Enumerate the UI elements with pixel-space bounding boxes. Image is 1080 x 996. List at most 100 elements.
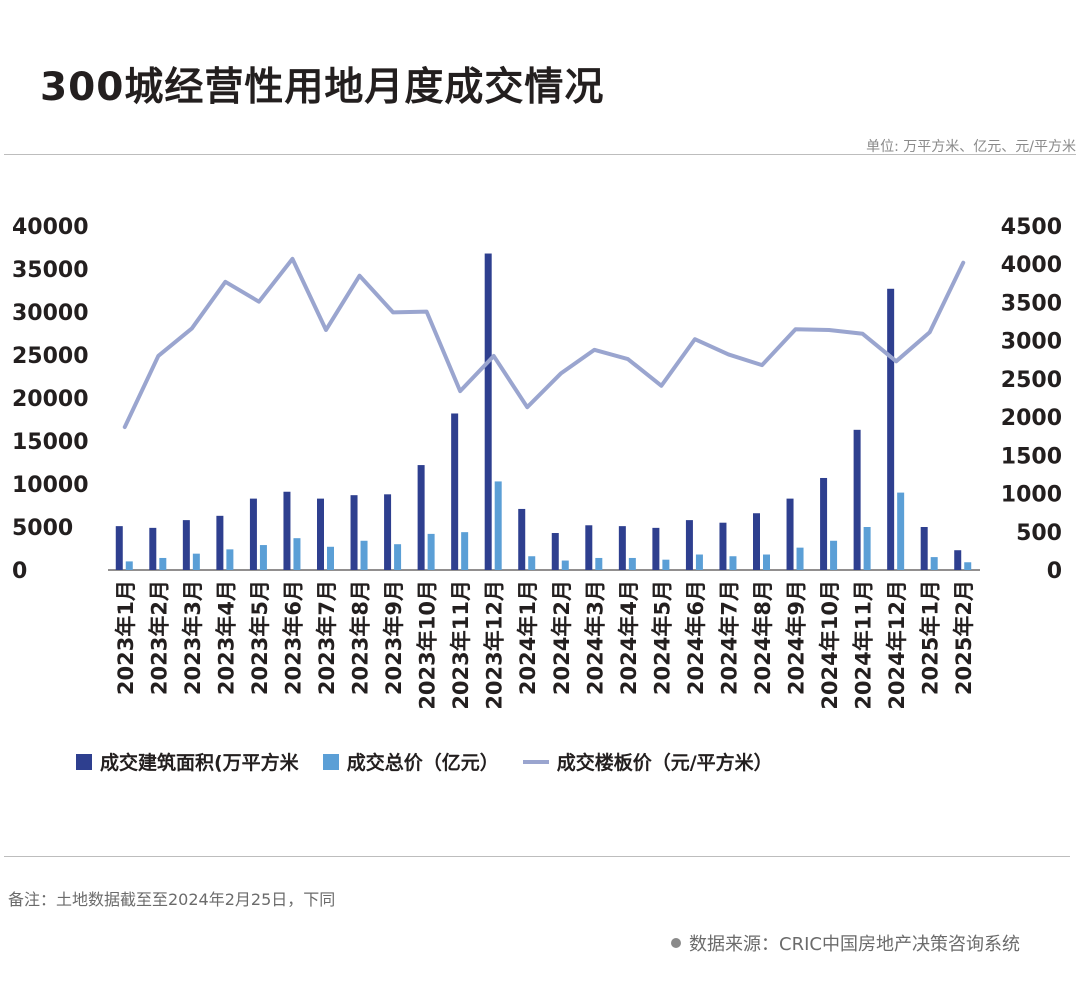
y-left-tick-label: 10000 xyxy=(12,473,89,498)
y-left-tick-label: 15000 xyxy=(12,430,89,455)
line-price-point xyxy=(258,301,260,303)
line-price-point xyxy=(191,327,193,329)
bar-area xyxy=(652,527,660,570)
bar-total xyxy=(192,553,200,570)
bar-total xyxy=(796,547,804,570)
line-price-point xyxy=(459,390,461,392)
bar-total xyxy=(662,559,670,570)
bar-area xyxy=(484,253,492,570)
x-tick-label: 2024年4月 xyxy=(617,580,641,695)
y-right-tick-label: 500 xyxy=(1016,521,1062,546)
chart-title: 300城经营性用地月度成交情况 xyxy=(40,65,605,110)
bar-total xyxy=(394,544,402,570)
bar-area xyxy=(618,526,626,570)
bar-total xyxy=(293,538,301,570)
bar-total xyxy=(763,554,770,570)
y-right-tick-label: 4500 xyxy=(1001,215,1062,240)
data-source-text: 数据来源：CRIC中国房地产决策咨询系统 xyxy=(689,934,1020,955)
bar-area xyxy=(417,465,425,570)
bar-total xyxy=(897,492,905,570)
x-tick-label: 2023年7月 xyxy=(315,580,339,695)
bar-total xyxy=(695,554,703,570)
bar-total xyxy=(628,557,636,570)
x-tick-label: 2025年1月 xyxy=(919,580,943,695)
y-right-tick-label: 1000 xyxy=(1001,483,1062,508)
bar-area xyxy=(954,550,962,570)
line-price xyxy=(122,256,966,430)
line-price-point xyxy=(359,275,361,277)
legend-item-area: 成交建筑面积(万平方米 xyxy=(76,748,299,775)
line-price-point xyxy=(426,311,428,313)
bar-area xyxy=(249,498,257,570)
bar-area xyxy=(786,498,794,570)
bar-total xyxy=(259,545,267,570)
line-price-point xyxy=(560,373,562,375)
x-tick-label: 2024年7月 xyxy=(717,580,741,695)
bar-area xyxy=(719,522,727,570)
y-right-tick-label: 3500 xyxy=(1001,291,1062,316)
bar-total xyxy=(327,546,334,570)
chart-legend: 成交建筑面积(万平方米 成交总价（亿元） 成交楼板价（元/平方米） xyxy=(76,748,797,775)
y-left-tick-label: 30000 xyxy=(12,301,89,326)
bar-total xyxy=(729,556,737,570)
footnote: 备注：土地数据截至至2024年2月25日，下同 xyxy=(8,890,336,909)
bar-total xyxy=(461,532,469,570)
y-right-tick-label: 2000 xyxy=(1001,406,1062,431)
bar-area xyxy=(551,533,559,570)
line-price-point xyxy=(962,262,964,264)
bar-area xyxy=(451,413,459,570)
bar-total xyxy=(226,549,234,570)
x-tick-label: 2024年6月 xyxy=(684,580,708,695)
bar-area xyxy=(820,477,828,570)
line-price-point xyxy=(224,281,226,283)
line-price-point xyxy=(526,406,528,408)
line-price-point xyxy=(325,329,327,331)
x-tick-label: 2024年12月 xyxy=(885,580,909,710)
y-left-tick-label: 25000 xyxy=(12,344,89,369)
line-price-point xyxy=(694,338,696,340)
line-price-point xyxy=(593,349,595,351)
x-tick-label: 2024年2月 xyxy=(550,580,574,695)
line-price-point xyxy=(493,355,495,357)
y-left-tick-label: 5000 xyxy=(12,516,73,541)
bar-total xyxy=(427,533,435,570)
x-tick-label: 2023年8月 xyxy=(349,580,373,695)
x-tick-label: 2023年1月 xyxy=(114,580,138,695)
y-left-tick-label: 35000 xyxy=(12,258,89,283)
unit-note: 单位: 万平方米、亿元、元/平方米 xyxy=(866,139,1076,155)
data-source: 数据来源：CRIC中国房地产决策咨询系统 xyxy=(671,930,1020,956)
line-price-point xyxy=(660,385,662,387)
line-price-point xyxy=(727,353,729,355)
bar-area xyxy=(685,520,693,570)
x-tick-label: 2024年5月 xyxy=(650,580,674,695)
legend-label-price: 成交楼板价（元/平方米） xyxy=(556,752,773,774)
bar-total xyxy=(561,560,569,570)
legend-item-total: 成交总价（亿元） xyxy=(322,748,499,775)
y-right-tick-label: 0 xyxy=(1047,559,1062,584)
y-left-tick-label: 40000 xyxy=(12,215,89,240)
y-left-tick-label: 0 xyxy=(12,559,27,584)
x-tick-label: 2024年1月 xyxy=(516,580,540,695)
top-divider xyxy=(4,154,1076,155)
line-price-point xyxy=(157,355,159,357)
bar-area xyxy=(182,520,190,570)
x-tick-label: 2024年3月 xyxy=(583,580,607,695)
bar-area xyxy=(887,288,895,570)
line-price-point xyxy=(828,329,830,331)
bar-total xyxy=(360,540,368,570)
x-tick-label: 2023年2月 xyxy=(147,580,171,695)
x-tick-label: 2023年9月 xyxy=(382,580,406,695)
x-tick-label: 2023年5月 xyxy=(248,580,272,695)
bar-area xyxy=(149,527,157,570)
bar-total xyxy=(830,540,838,570)
x-tick-label: 2024年9月 xyxy=(785,580,809,695)
bar-area xyxy=(216,515,224,570)
x-tick-label: 2024年10月 xyxy=(818,580,842,710)
bar-area xyxy=(283,491,291,570)
x-tick-label: 2024年11月 xyxy=(852,580,876,710)
x-tick-label: 2023年11月 xyxy=(449,580,473,710)
x-tick-label: 2023年6月 xyxy=(281,580,305,695)
x-tick-label: 2025年2月 xyxy=(952,580,976,695)
x-tick-label: 2023年4月 xyxy=(214,580,238,695)
bar-area xyxy=(115,526,123,570)
